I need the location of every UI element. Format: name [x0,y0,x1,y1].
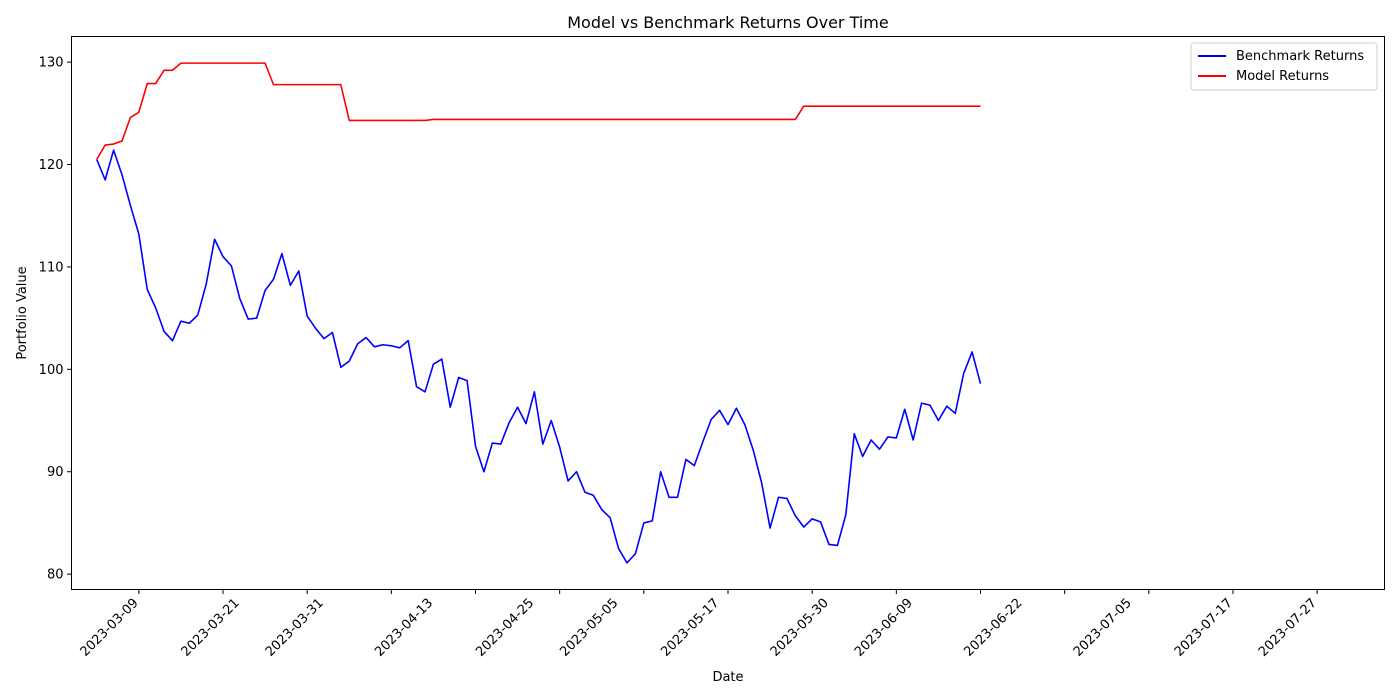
x-tick-label: 2023-03-31 [263,596,327,660]
series-lines [96,62,982,564]
y-axis-label: Portfolio Value [15,266,30,359]
legend: Benchmark Returns Model Returns [1190,42,1378,91]
x-tick-label: 2023-05-17 [658,596,722,660]
x-tick-label: 2023-07-05 [1071,596,1135,660]
x-axis: 2023-03-09 2023-03-21 2023-03-31 2023-04-13… [78,589,1320,660]
x-tick-label: 2023-03-09 [78,596,142,660]
series-line-benchmark [96,149,982,564]
x-tick-label: 2023-05-30 [768,596,832,660]
legend-label-model: Model Returns [1236,69,1329,84]
legend-box [1190,42,1378,91]
y-tick-label: 80 [47,568,64,583]
x-tick-label: 2023-07-27 [1256,596,1320,660]
y-tick-label: 130 [39,56,64,71]
y-tick-label: 120 [39,158,64,173]
series-line-model [96,62,981,160]
y-tick-label: 90 [47,465,64,480]
x-tick-label: 2023-04-13 [372,596,436,660]
legend-label-benchmark: Benchmark Returns [1236,49,1364,64]
x-tick-label: 2023-06-22 [961,596,1025,660]
y-tick-label: 110 [39,260,64,275]
x-tick-label: 2023-04-25 [473,596,537,660]
y-tick-label: 100 [39,363,64,378]
x-tick-label: 2023-03-21 [179,596,243,660]
chart-title: Model vs Benchmark Returns Over Time [567,13,888,32]
y-axis: 80 90 100 110 120 130 [39,56,72,583]
x-axis-label: Date [712,670,743,685]
x-tick-label: 2023-05-05 [557,596,621,660]
x-tick-label: 2023-07-17 [1172,596,1236,660]
x-tick-label: 2023-06-09 [852,596,916,660]
